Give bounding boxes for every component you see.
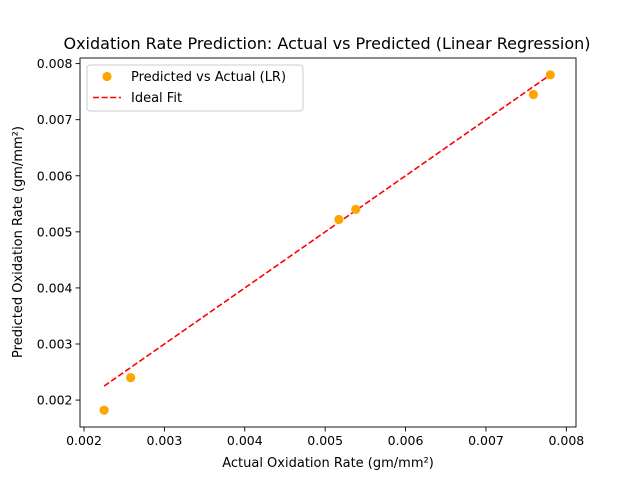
x-tick-label-6: 0.007 [468, 433, 504, 448]
legend-label-scatter: Predicted vs Actual (LR) [131, 70, 286, 85]
y-axis-label: Predicted Oxidation Rate (gm/mm²) [11, 126, 26, 358]
scatter-point-1 [99, 405, 109, 415]
y-tick-label-7: 0.008 [37, 56, 73, 71]
scatter-point-4 [351, 204, 361, 215]
x-tick-label-7: 0.008 [548, 433, 584, 448]
y-tick-label-3: 0.004 [37, 280, 73, 295]
legend-box [86, 64, 304, 112]
y-tick-label-1: 0.002 [37, 393, 73, 408]
x-tick-label-2: 0.003 [147, 433, 183, 448]
legend: Predicted vs Actual (LR) Ideal Fit [86, 64, 304, 112]
y-tick-label-2: 0.003 [37, 337, 73, 352]
plot-frame [79, 57, 577, 428]
legend-label-line: Ideal Fit [131, 91, 182, 106]
y-tick-label-6: 0.007 [37, 112, 73, 127]
y-tick-label-5: 0.006 [37, 168, 73, 183]
ideal-fit-line [103, 74, 551, 387]
scatter-point-5 [528, 89, 538, 100]
x-axis-label: Actual Oxidation Rate (gm/mm²) [222, 456, 434, 471]
x-tick-label-5: 0.006 [388, 433, 424, 448]
y-tick-label-4: 0.005 [37, 224, 73, 239]
x-tick-label-1: 0.002 [66, 433, 102, 448]
plot-area: 0.002 0.003 0.004 0.005 0.006 0.007 0.008 0.002… [37, 56, 585, 448]
x-tick-label-4: 0.005 [307, 433, 343, 448]
scatter-point-6 [545, 70, 555, 80]
scatter-point-2 [126, 373, 136, 383]
legend-marker-scatter [102, 71, 112, 82]
x-tick-label-3: 0.004 [227, 433, 263, 448]
chart-title: Oxidation Rate Prediction: Actual vs Pre… [63, 34, 590, 53]
scatter-point-3 [334, 214, 344, 225]
